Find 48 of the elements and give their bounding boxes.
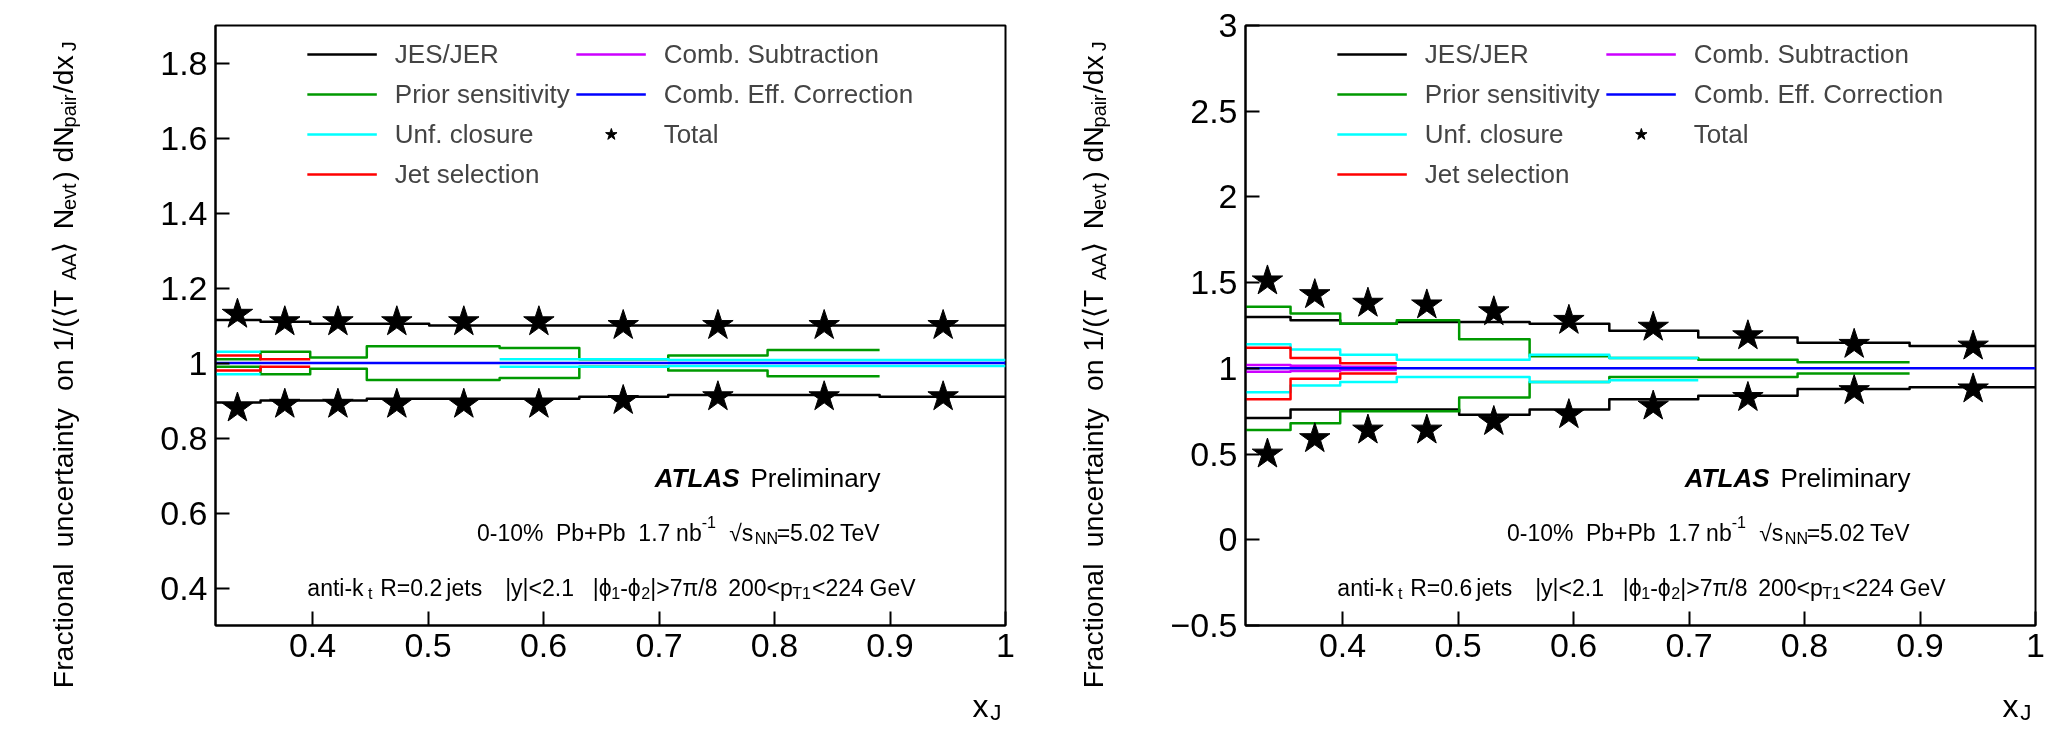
x-tick-label: 0.8 bbox=[1780, 625, 1829, 664]
y-tick-label: 0.6 bbox=[160, 493, 208, 532]
legend-label: Comb. Subtraction bbox=[663, 37, 879, 71]
legend-label: JES/JER bbox=[1424, 37, 1529, 71]
y-tick-label: 1.6 bbox=[160, 118, 208, 157]
legend-label: Total bbox=[1693, 117, 1749, 151]
x-tick-label: 1 bbox=[996, 625, 1015, 664]
y-tick-label: 2 bbox=[1218, 177, 1238, 216]
y-tick-label: 1.8 bbox=[160, 43, 208, 82]
x-tick-label: 0.5 bbox=[404, 625, 452, 664]
annotation: ATLAS Preliminary bbox=[1683, 462, 1911, 493]
legend-label: JES/JER bbox=[394, 37, 499, 71]
x-tick-label: 0.4 bbox=[1318, 625, 1367, 664]
y-tick-label: 0.5 bbox=[1190, 434, 1238, 473]
x-tick-label: 0.5 bbox=[1434, 625, 1482, 664]
legend-label: Comb. Eff. Correction bbox=[663, 77, 914, 111]
legend-label: Jet selection bbox=[394, 157, 540, 191]
x-tick-label: 0.7 bbox=[1665, 625, 1713, 664]
y-tick-label: −0.5 bbox=[1170, 606, 1238, 644]
y-tick-label: 1.5 bbox=[1190, 263, 1238, 302]
x-tick-label: 0.9 bbox=[866, 625, 914, 664]
legend-label: Prior sensitivity bbox=[394, 77, 570, 111]
x-tick-label: 0.8 bbox=[750, 625, 799, 664]
legend-label: Comb. Eff. Correction bbox=[1693, 77, 1944, 111]
x-tick-label: 0.6 bbox=[519, 625, 568, 664]
y-tick-label: 2.5 bbox=[1190, 91, 1238, 130]
y-tick-label: 1 bbox=[188, 343, 208, 382]
text: Fractional uncertainty on 1/(⟨TAA⟩ Nevt) dNpair/dxJ bbox=[46, 41, 80, 689]
legend-label: Total bbox=[663, 117, 719, 151]
y-tick-label: 0.4 bbox=[160, 568, 208, 607]
y-tick-label: 1 bbox=[1218, 348, 1238, 387]
y-tick-label: 1.4 bbox=[160, 193, 208, 232]
legend-label: Prior sensitivity bbox=[1424, 77, 1600, 111]
legend-label: Jet selection bbox=[1424, 157, 1570, 191]
x-tick-label: 0.7 bbox=[635, 625, 683, 664]
x-tick-label: 0.4 bbox=[288, 625, 337, 664]
text: Fractional uncertainty on 1/(⟨TAA⟩ Nevt) dNpair/dxJ bbox=[1076, 41, 1110, 689]
x-tick-label: 0.6 bbox=[1549, 625, 1598, 664]
annotation: ATLAS Preliminary bbox=[653, 462, 881, 493]
x-tick-label: 0.9 bbox=[1896, 625, 1944, 664]
legend-label: Unf. closure bbox=[1424, 117, 1564, 151]
legend-label: Comb. Subtraction bbox=[1693, 37, 1909, 71]
y-tick-label: 3 bbox=[1218, 6, 1238, 44]
y-tick-label: 0.8 bbox=[160, 418, 208, 457]
y-tick-label: 1.2 bbox=[160, 268, 208, 307]
y-tick-label: 0 bbox=[1218, 520, 1238, 559]
x-tick-label: 1 bbox=[2026, 625, 2045, 664]
legend-label: Unf. closure bbox=[394, 117, 534, 151]
